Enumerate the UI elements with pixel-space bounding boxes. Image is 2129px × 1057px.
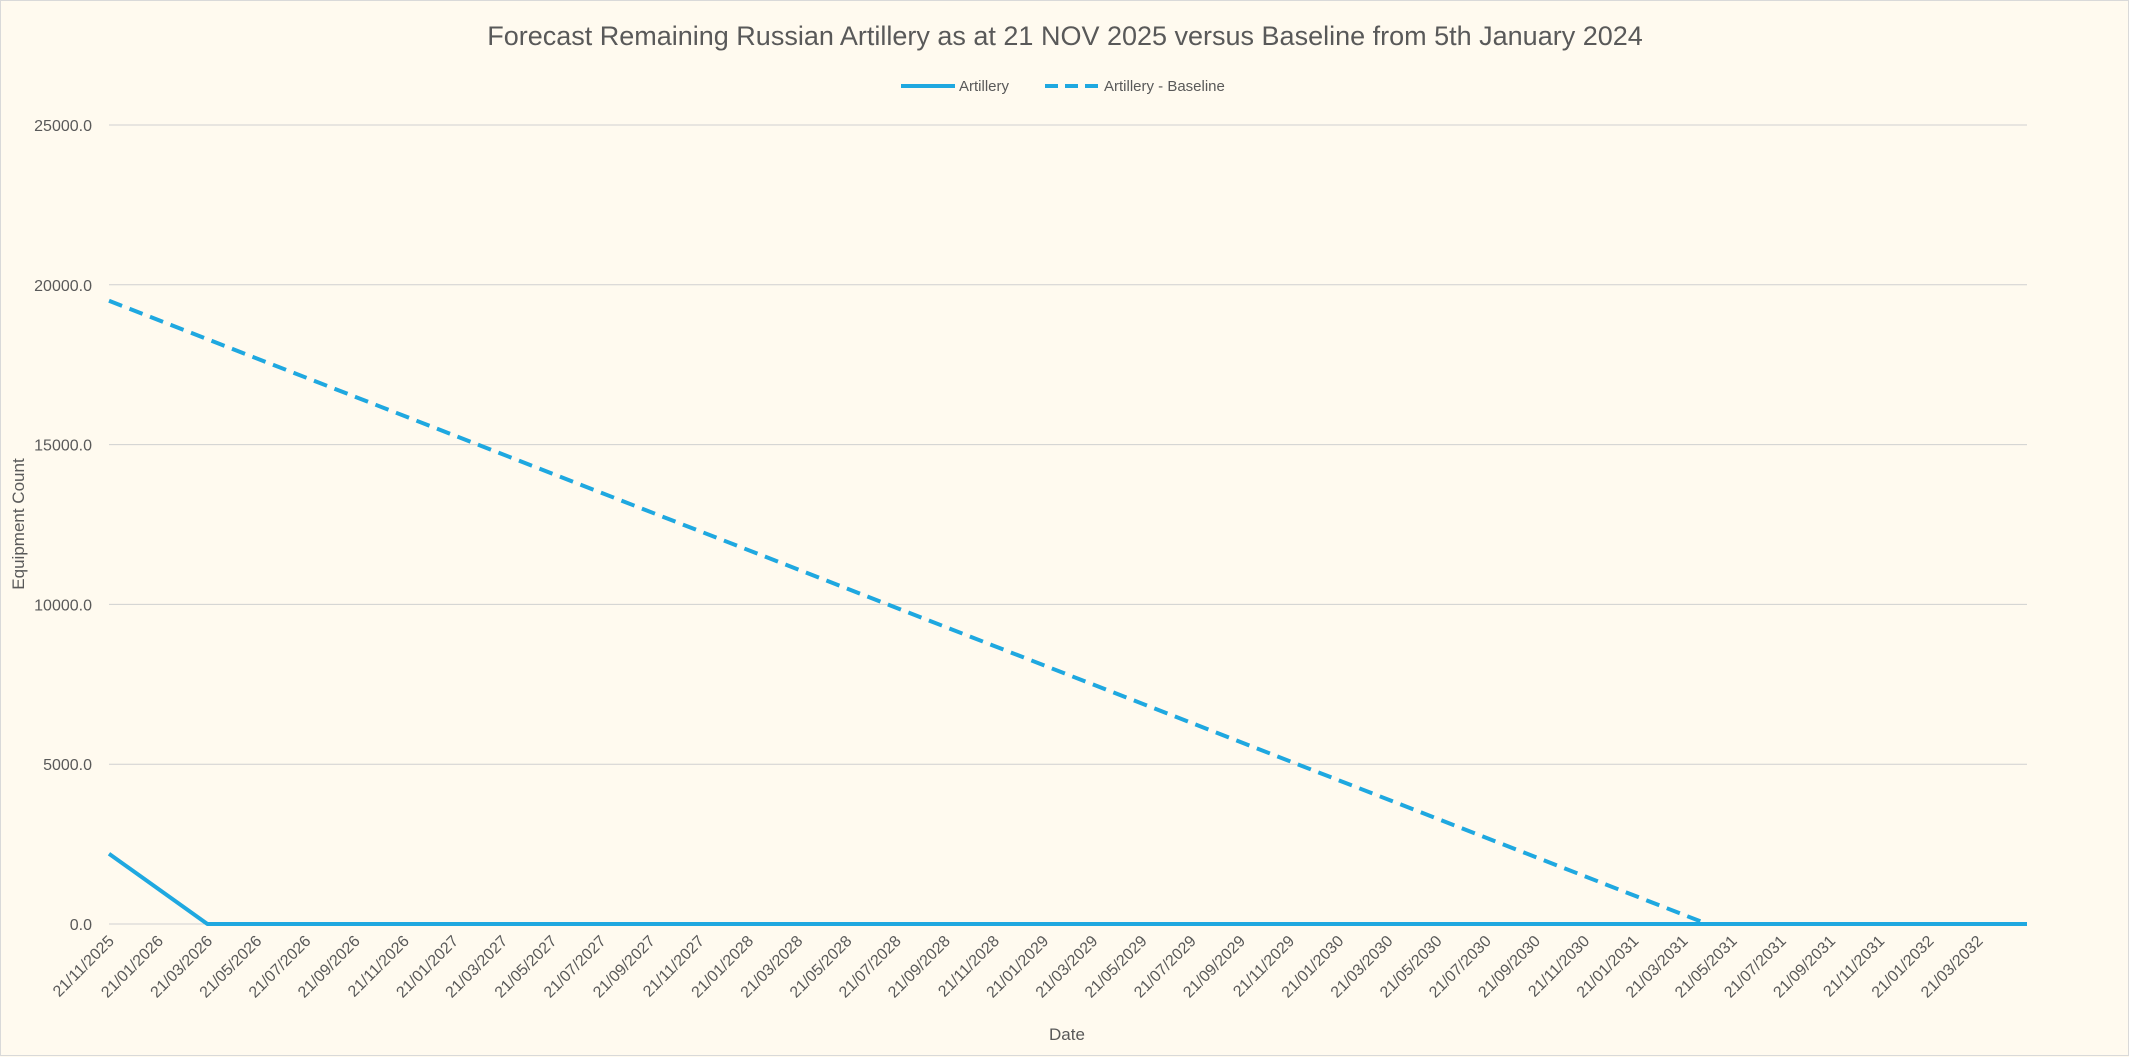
y-tick-label: 5000.0	[43, 757, 92, 774]
y-tick-label: 25000.0	[34, 118, 92, 135]
legend-label-artillery: Artillery	[959, 78, 1010, 95]
y-axis-title: Equipment Count	[9, 458, 28, 590]
x-axis-ticks: 21/11/202521/01/202621/03/202621/05/2026…	[50, 933, 1987, 1002]
y-tick-label: 20000.0	[34, 278, 92, 295]
series-line-artillery-baseline	[108, 298, 2027, 926]
legend: Artillery Artillery - Baseline	[901, 78, 1225, 95]
gridlines	[109, 124, 2027, 925]
series-layer	[107, 298, 2027, 926]
y-tick-label: 15000.0	[34, 438, 92, 455]
legend-label-artillery-baseline: Artillery - Baseline	[1104, 78, 1225, 95]
y-tick-label: 0.0	[70, 917, 92, 934]
chart-title: Forecast Remaining Russian Artillery as …	[487, 21, 1643, 51]
y-axis-ticks: 0.0 5000.0 10000.0 15000.0 20000.0 25000.0	[34, 118, 92, 934]
series-line-artillery	[107, 852, 2027, 926]
x-axis-title: Date	[1049, 1025, 1085, 1044]
y-tick-label: 10000.0	[34, 597, 92, 614]
